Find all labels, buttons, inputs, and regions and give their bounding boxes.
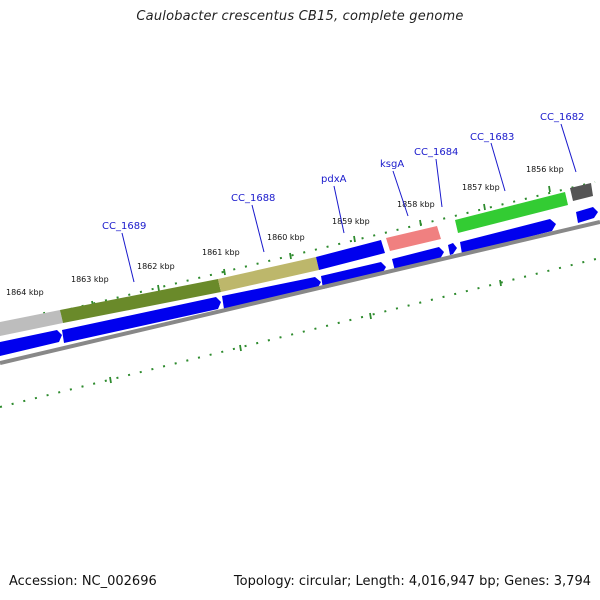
gene-label: CC_1688 <box>231 193 275 204</box>
leader-line <box>392 170 409 217</box>
kbp-label: 1859 kbp <box>332 217 370 226</box>
leader-line <box>333 185 345 234</box>
accession-label: Accession: NC_002696 <box>9 574 157 589</box>
kbp-labels: 1864 kbp 1863 kbp 1862 kbp 1861 kbp 1860… <box>6 165 564 297</box>
minor-tick <box>369 312 372 320</box>
major-tick <box>157 284 160 292</box>
kbp-label: 1862 kbp <box>137 262 175 271</box>
gene-segment-cc1689 <box>60 279 221 323</box>
kbp-label: 1861 kbp <box>202 248 240 257</box>
major-tick <box>548 185 551 193</box>
gene-labels: CC_1689 CC_1688 pdxA ksgA CC_1684 CC_168… <box>102 112 584 232</box>
kbp-label: 1863 kbp <box>71 275 109 284</box>
major-tick <box>223 268 226 276</box>
gene-leaders <box>121 123 577 283</box>
backbone-ring <box>0 220 600 365</box>
gene-segment-cc1688 <box>218 257 319 292</box>
leader-line <box>251 204 265 253</box>
kbp-label: 1860 kbp <box>267 233 305 242</box>
gene-segment-grey <box>0 310 63 336</box>
leader-line <box>435 158 443 208</box>
cds-arrow <box>62 297 221 343</box>
leader-line <box>560 123 577 173</box>
kbp-label: 1856 kbp <box>526 165 564 174</box>
cds-arrow <box>392 247 444 271</box>
gene-segment-cc1683 <box>455 192 568 233</box>
leader-line <box>490 142 506 192</box>
major-tick <box>419 219 422 227</box>
major-tick <box>483 203 486 211</box>
gene-label: CC_1689 <box>102 221 146 232</box>
cds-arrow <box>222 277 321 309</box>
gene-segment-ksga <box>386 226 441 251</box>
kbp-label: 1857 kbp <box>462 183 500 192</box>
inner-tick-ring <box>0 257 600 408</box>
gene-label: ksgA <box>380 159 404 170</box>
minor-tick <box>499 279 502 287</box>
major-tick <box>289 252 292 260</box>
leader-line <box>121 232 135 283</box>
gene-label: CC_1684 <box>414 147 458 158</box>
cds-arrow <box>460 219 556 254</box>
gene-label: CC_1683 <box>470 132 514 143</box>
cds-arrow <box>576 207 598 223</box>
summary-label: Topology: circular; Length: 4,016,947 bp… <box>233 574 591 589</box>
cds-arrow <box>448 243 457 255</box>
cds-arrow <box>0 330 62 356</box>
gene-label: pdxA <box>321 174 347 185</box>
gene-segment-cc1682 <box>570 183 593 201</box>
minor-tick <box>239 344 242 352</box>
cds-arrows <box>0 207 598 356</box>
major-tick <box>353 235 356 243</box>
map-title: Caulobacter crescentus CB15, complete ge… <box>136 9 464 24</box>
gene-band <box>0 183 593 336</box>
minor-tick <box>109 376 112 384</box>
gene-label: CC_1682 <box>540 112 584 123</box>
kbp-label: 1864 kbp <box>6 288 44 297</box>
gene-segment-pdxa <box>316 240 385 270</box>
kbp-label: 1858 kbp <box>397 200 435 209</box>
